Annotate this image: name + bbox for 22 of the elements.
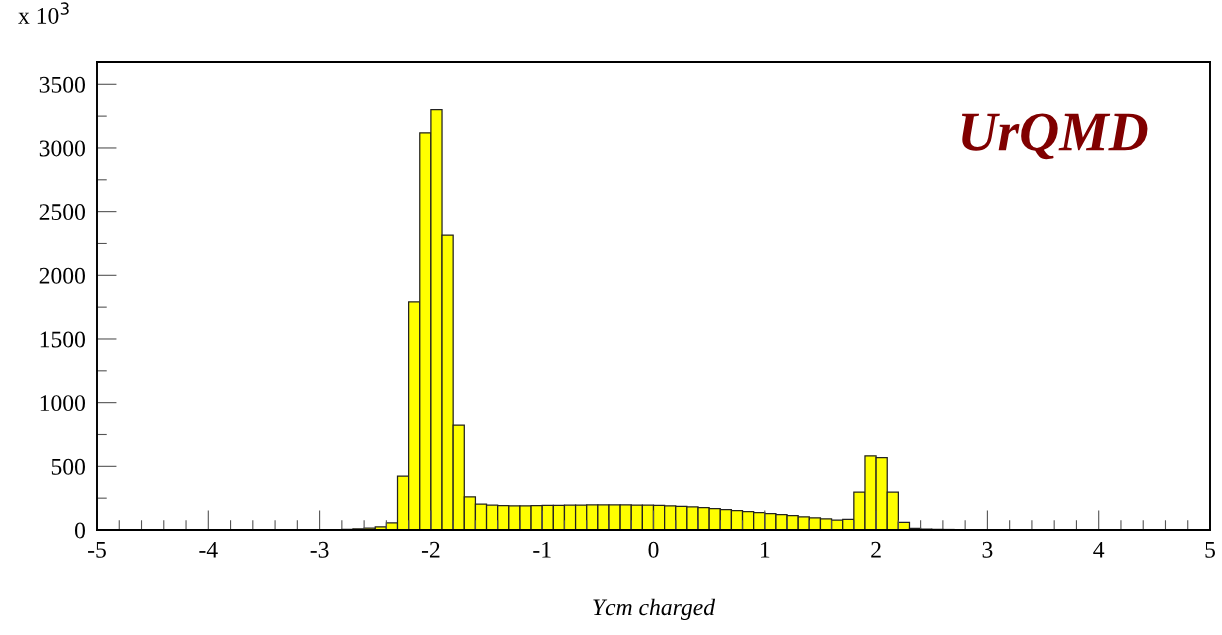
x-tick-label: -1 — [533, 541, 551, 558]
y-tick-label: 1500 — [40, 331, 85, 348]
x-tick-label: -2 — [421, 541, 440, 558]
x-tick-label: -3 — [310, 541, 329, 558]
y-tick-label: 1000 — [40, 395, 85, 412]
x-axis-title: Ycm charged — [593, 598, 716, 621]
y-tick-label: 3000 — [39, 140, 85, 157]
y-axis-title: x 10$^{3}$ — [18, 2, 69, 24]
x-tick-label: 0 — [648, 541, 659, 558]
x-tick-label: -4 — [199, 541, 218, 558]
y-tick-label: 500 — [51, 458, 85, 475]
y-tick-label: 2000 — [39, 267, 85, 284]
x-tick-label: -5 — [88, 542, 106, 558]
x-tick-label: 3 — [982, 541, 993, 558]
y-tick-label: 0 — [74, 522, 85, 539]
x-tick-label: 4 — [1093, 541, 1105, 558]
x-tick-label: 5 — [1205, 542, 1215, 558]
x-tick-label: 2 — [871, 541, 881, 558]
x-tick-label: 1 — [760, 541, 770, 558]
annotation: UrQMD — [961, 113, 1148, 160]
y-tick-label: 3500 — [39, 76, 85, 93]
y-tick-label: 2500 — [39, 204, 85, 221]
